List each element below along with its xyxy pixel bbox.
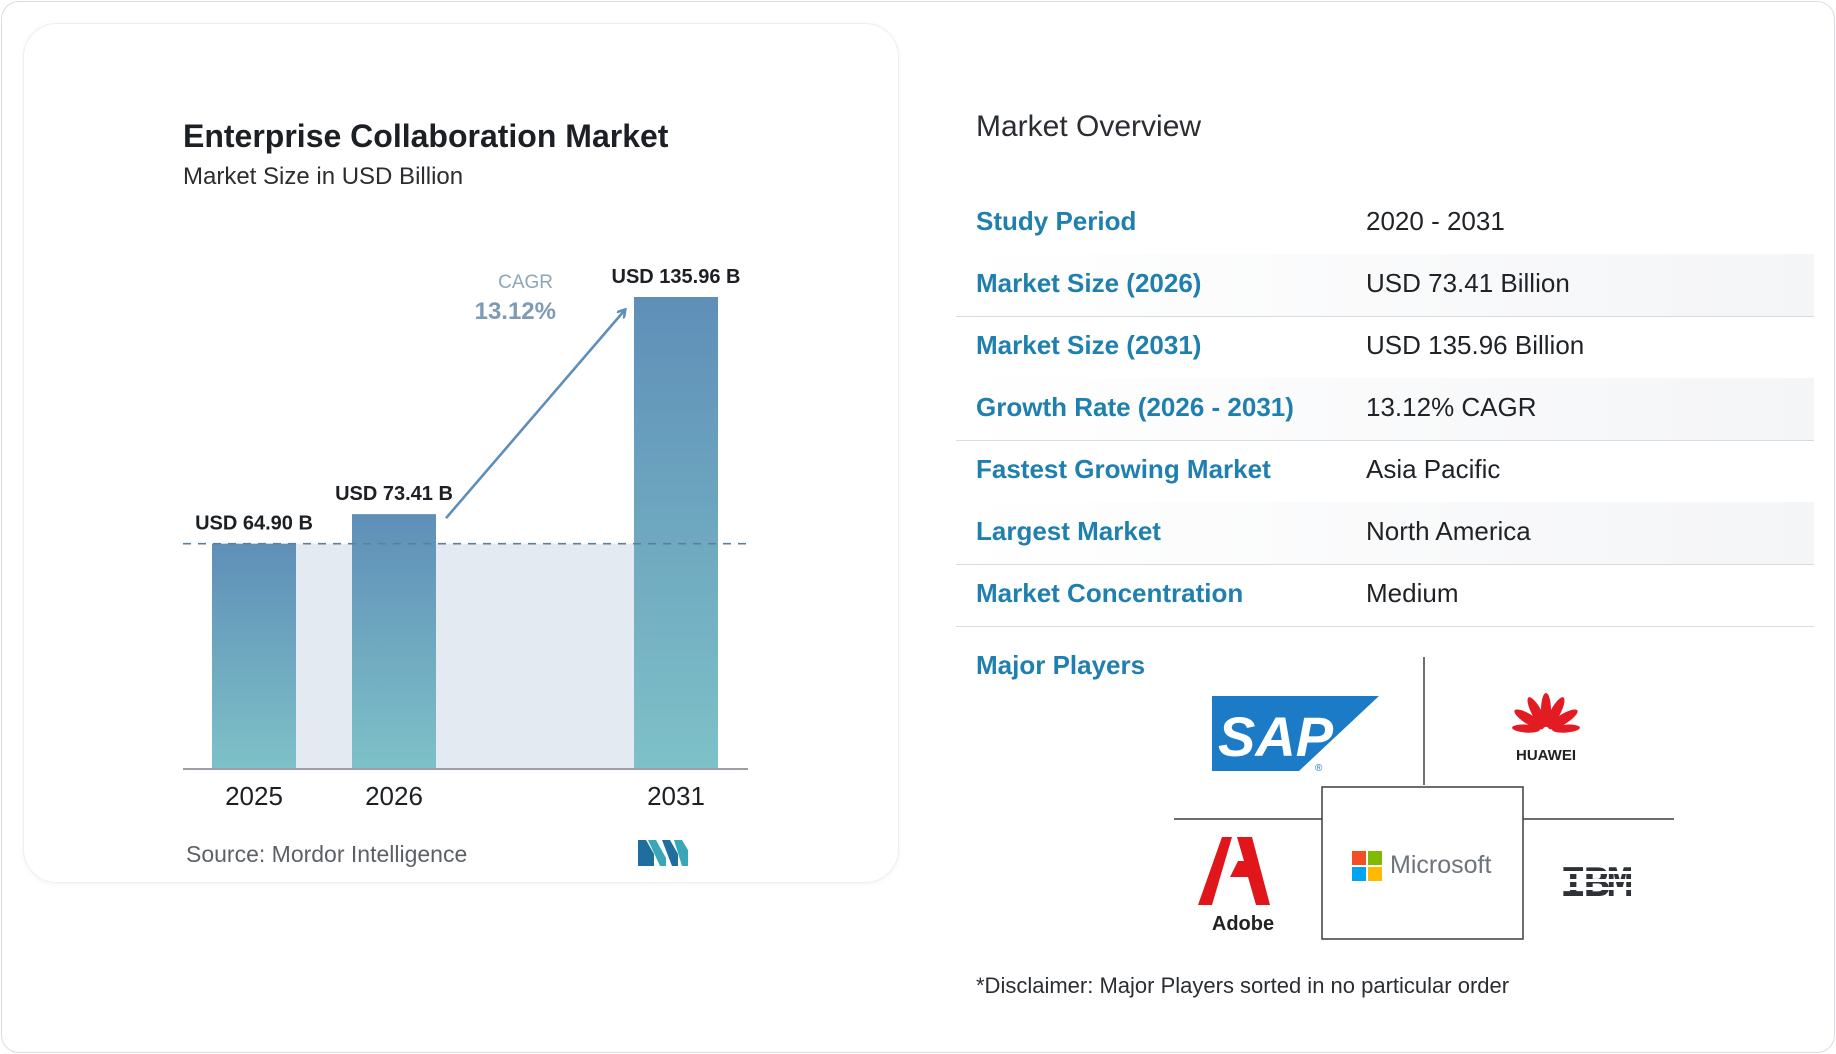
- x-tick-label: 2025: [225, 781, 283, 811]
- mordor-intelligence-logo: [638, 840, 688, 866]
- disclaimer: *Disclaimer: Major Players sorted in no …: [976, 973, 1510, 998]
- overview-row-label: Market Concentration: [976, 578, 1244, 608]
- overview-row-value: USD 135.96 Billion: [1366, 330, 1585, 360]
- cagr-arrow: [445, 311, 624, 519]
- huawei-logo: HUAWEI: [1512, 693, 1580, 764]
- major-players-grid: SAP ® HUAWEI Adobe Microsoft IBM: [1174, 657, 1674, 940]
- overview-row-growth-rate: Growth Rate (2026 - 2031) 13.12% CAGR: [956, 378, 1814, 441]
- microsoft-logo: Microsoft: [1352, 851, 1491, 881]
- chart-subtitle: Market Size in USD Billion: [183, 163, 464, 190]
- overview-row-label: Growth Rate (2026 - 2031): [976, 392, 1294, 422]
- x-tick-label: 2026: [365, 781, 423, 811]
- overview-row-market-size-2026: Market Size (2026) USD 73.41 Billion: [956, 254, 1814, 317]
- bar-2031: [634, 297, 718, 769]
- sap-logo: SAP ®: [1212, 696, 1379, 774]
- cagr-label: CAGR: [498, 272, 553, 293]
- data-label: USD 73.41 B: [335, 483, 453, 505]
- sap-logo-text: SAP: [1218, 705, 1334, 768]
- bar-2026: [352, 514, 436, 769]
- overview-title: Market Overview: [976, 110, 1202, 143]
- adobe-logo-text: Adobe: [1212, 913, 1274, 935]
- x-tick-label: 2031: [647, 781, 705, 811]
- data-label: USD 64.90 B: [195, 513, 313, 535]
- huawei-logo-text: HUAWEI: [1516, 747, 1576, 764]
- overview-row-label: Market Size (2031): [976, 330, 1202, 360]
- ibm-logo-text: IBM: [1560, 860, 1632, 910]
- overview-row-concentration: Market Concentration Medium: [956, 564, 1814, 627]
- overview-row-value: North America: [1366, 516, 1531, 546]
- reference-area: [212, 543, 718, 769]
- overview-row-value: Medium: [1366, 578, 1459, 608]
- overview-row-fastest-growing: Fastest Growing Market Asia Pacific: [956, 440, 1814, 503]
- adobe-logo: Adobe: [1198, 837, 1274, 935]
- overview-row-largest-market: Largest Market North America: [956, 502, 1814, 565]
- overview-row-label: Market Size (2026): [976, 268, 1202, 298]
- overview-row-label: Largest Market: [976, 516, 1161, 546]
- bar-2025: [212, 543, 296, 769]
- overview-row-label: Fastest Growing Market: [976, 454, 1271, 484]
- overview-row-value: Asia Pacific: [1366, 454, 1501, 484]
- overview-row-value: USD 73.41 Billion: [1366, 268, 1570, 298]
- major-players-label: Major Players: [976, 650, 1146, 680]
- ibm-logo: IBM: [1556, 860, 1652, 910]
- source-label: Source: Mordor Intelligence: [186, 841, 468, 867]
- overview-row-market-size-2031: Market Size (2031) USD 135.96 Billion: [956, 316, 1814, 379]
- overview-row-label: Study Period: [976, 206, 1137, 236]
- overview-row-study-period: Study Period 2020 - 2031: [956, 192, 1814, 255]
- chart-title: Enterprise Collaboration Market: [183, 118, 669, 154]
- bar-chart: USD 64.90 B USD 73.41 B USD 135.96 B 2025 20…: [183, 266, 752, 811]
- cagr-value: 13.12%: [475, 298, 556, 325]
- microsoft-logo-text: Microsoft: [1390, 851, 1491, 879]
- overview-row-value: 13.12% CAGR: [1366, 392, 1537, 422]
- svg-text:®: ®: [1315, 763, 1323, 774]
- data-label: USD 135.96 B: [612, 266, 741, 288]
- overview-row-value: 2020 - 2031: [1366, 206, 1505, 236]
